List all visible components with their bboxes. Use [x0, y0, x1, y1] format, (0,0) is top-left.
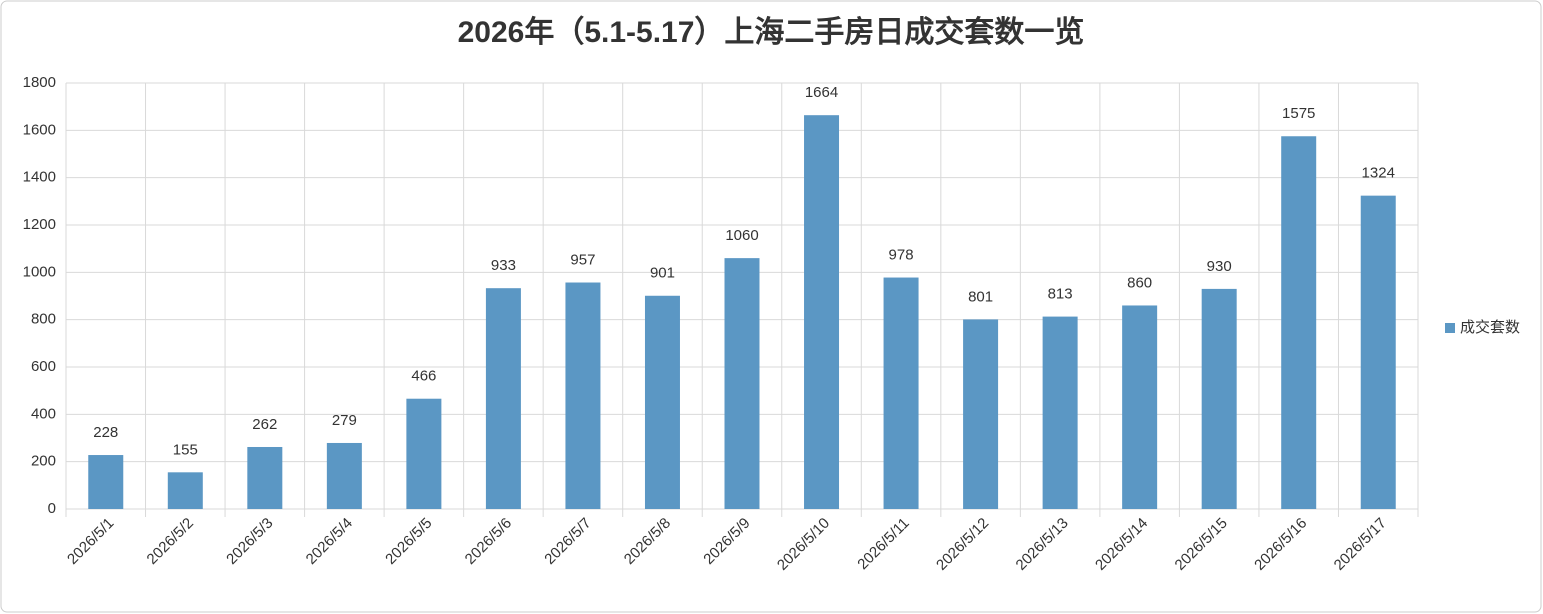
y-tick-label: 1400: [23, 169, 56, 186]
legend-label: 成交套数: [1460, 318, 1520, 336]
bar: [485, 288, 521, 509]
data-label: 228: [93, 424, 118, 441]
bar: [247, 446, 283, 509]
data-label: 279: [332, 412, 357, 429]
y-tick-label: 1600: [23, 121, 56, 138]
bar: [883, 277, 919, 509]
bar: [406, 398, 442, 509]
data-label: 901: [650, 265, 675, 282]
data-label: 813: [1048, 286, 1073, 303]
data-label: 801: [968, 288, 993, 305]
y-tick-label: 1200: [23, 216, 56, 233]
data-label: 933: [491, 257, 516, 274]
bar: [326, 442, 362, 509]
bar: [565, 282, 601, 509]
y-tick-label: 1800: [23, 74, 56, 91]
bar: [1201, 288, 1237, 509]
y-tick-label: 400: [31, 405, 56, 422]
bar: [167, 472, 203, 509]
data-label: 1324: [1362, 165, 1395, 182]
bar: [1281, 136, 1317, 509]
bar: [724, 258, 760, 509]
bar: [644, 295, 680, 509]
bar: [1122, 305, 1158, 509]
data-label: 155: [173, 441, 198, 458]
legend-swatch: [1445, 323, 1455, 333]
data-label: 978: [889, 247, 914, 264]
data-label: 1664: [805, 84, 838, 101]
y-tick-label: 200: [31, 453, 56, 470]
chart-title: 2026年（5.1-5.17）上海二手房日成交套数一览: [458, 15, 1085, 49]
data-label: 930: [1207, 258, 1232, 275]
bar: [1360, 195, 1396, 510]
data-label: 957: [570, 251, 595, 268]
y-tick-label: 600: [31, 358, 56, 375]
data-label: 860: [1127, 274, 1152, 291]
y-tick-label: 800: [31, 311, 56, 328]
data-label: 262: [252, 416, 277, 433]
bar: [1042, 316, 1078, 509]
data-label: 1060: [725, 227, 758, 244]
y-tick-label: 1000: [23, 263, 56, 280]
data-label: 466: [411, 368, 436, 385]
bar: [963, 319, 999, 509]
bar: [804, 115, 840, 509]
bar: [88, 455, 124, 509]
data-label: 1575: [1282, 105, 1315, 122]
y-tick-label: 0: [48, 500, 56, 517]
